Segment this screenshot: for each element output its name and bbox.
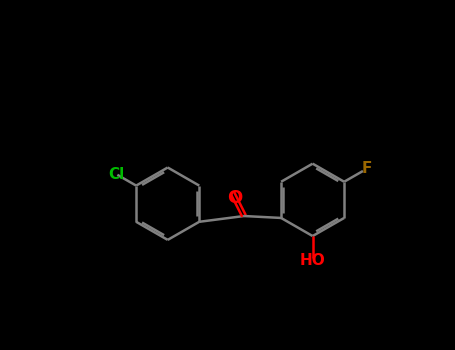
Text: O: O	[228, 189, 243, 208]
Text: Cl: Cl	[108, 167, 124, 182]
Text: F: F	[362, 161, 372, 176]
Text: HO: HO	[300, 253, 325, 268]
